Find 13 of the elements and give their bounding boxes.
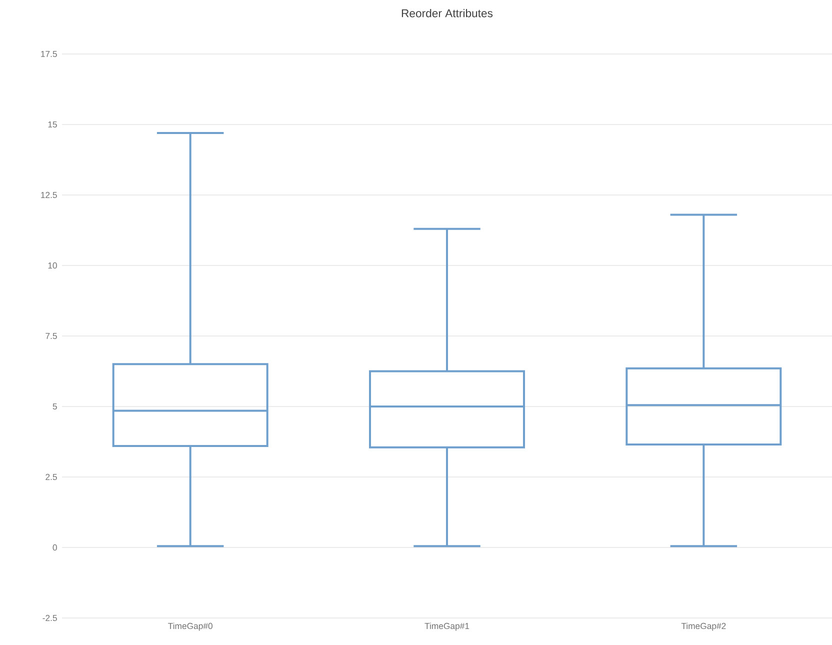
- y-tick-label: -2.5: [42, 614, 57, 622]
- y-tick-label: 17.5: [41, 50, 57, 58]
- y-tick-label: 5: [52, 403, 57, 410]
- y-tick-label: 12.5: [41, 192, 57, 198]
- x-tick-label: TimeGap#1: [424, 622, 470, 631]
- y-tick-label: 7.5: [46, 332, 57, 340]
- chart-title: Reorder Attributes: [402, 8, 493, 18]
- y-tick-label: 10: [48, 262, 57, 269]
- x-tick-label: TimeGap#2: [681, 622, 726, 631]
- y-tick-label: 0: [52, 544, 57, 551]
- y-tick-label: 2.5: [46, 474, 57, 480]
- y-tick-label: 15: [48, 121, 57, 128]
- x-tick-label: TimeGap#0: [168, 622, 212, 631]
